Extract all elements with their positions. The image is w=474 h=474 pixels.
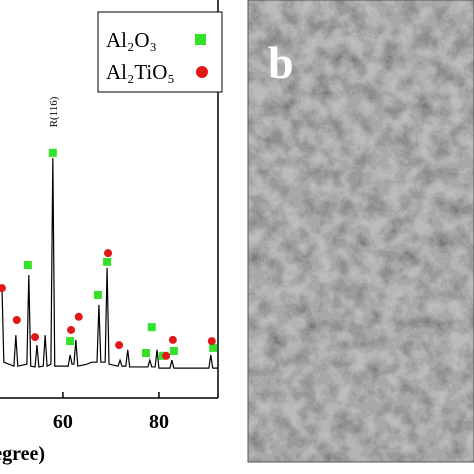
peak-annotation: R(116) [48,96,60,127]
al2tio5-marker [67,325,76,334]
al2tio5-marker [74,312,83,321]
al2tio5-marker [115,341,124,350]
x-tick-label: 60 [53,411,73,433]
al2o3-marker [147,323,156,332]
x-tick-label: 80 [149,411,169,433]
al2o3-marker [48,148,57,157]
al2o3-marker [169,347,178,356]
x-axis-label: 2θ (degree) [0,443,45,465]
al2tio5-marker [31,333,40,342]
al2tio5-marker [168,335,177,344]
al2tio5-marker [104,249,113,258]
xrd-line [0,158,218,369]
al2tio5-marker [0,284,6,293]
al2tio5-marker [162,351,171,360]
legend-swatch [195,34,206,45]
al2tio5-marker [207,337,216,346]
al2o3-marker [141,349,150,358]
legend-label: Al₂TiO₅ [106,60,175,84]
panel-label: b [268,37,294,88]
legend-swatch [196,66,208,78]
legend-box [97,11,223,93]
al2o3-marker [23,261,32,270]
al2o3-marker [93,290,102,299]
al2o3-marker [66,337,75,346]
al2o3-marker [103,257,112,266]
legend-label: Al₂O₃ [106,28,157,52]
sem-image [247,0,474,463]
al2o3-marker [209,343,218,352]
al2tio5-marker [12,315,21,324]
